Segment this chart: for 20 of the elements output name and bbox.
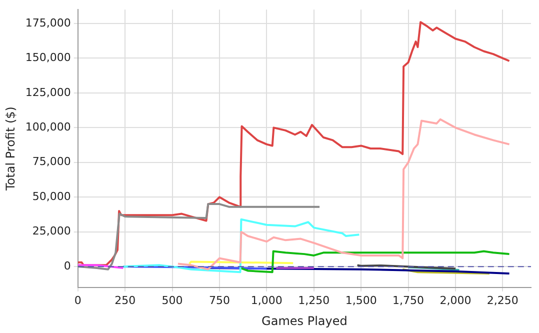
y-tick-label: 25,000: [32, 224, 71, 238]
y-tick-label: 0: [64, 259, 71, 272]
y-tick-label: 50,000: [32, 190, 71, 203]
x-tick-label: 250: [114, 294, 136, 307]
y-tick-label: 75,000: [32, 155, 71, 168]
y-tick-label: 150,000: [25, 51, 71, 64]
y-tick-label: 125,000: [25, 86, 71, 99]
x-tick-label: 500: [162, 294, 183, 307]
y-tick-label: 100,000: [25, 120, 71, 134]
x-tick-label: 2,000: [440, 294, 472, 307]
x-axis-title: Games Played: [262, 314, 348, 328]
y-tick-label: 175,000: [25, 16, 71, 30]
x-tick-label: 0: [74, 294, 82, 307]
x-tick-label: 1,500: [345, 294, 377, 307]
x-tick-label: 1,250: [298, 294, 330, 307]
x-tick-label: 1,000: [250, 294, 282, 307]
x-tick-label: 2,250: [486, 294, 518, 307]
x-tick-label: 1,750: [392, 294, 424, 307]
x-tick-label: 750: [208, 294, 230, 307]
y-axis-title: Total Profit ($): [3, 106, 18, 192]
